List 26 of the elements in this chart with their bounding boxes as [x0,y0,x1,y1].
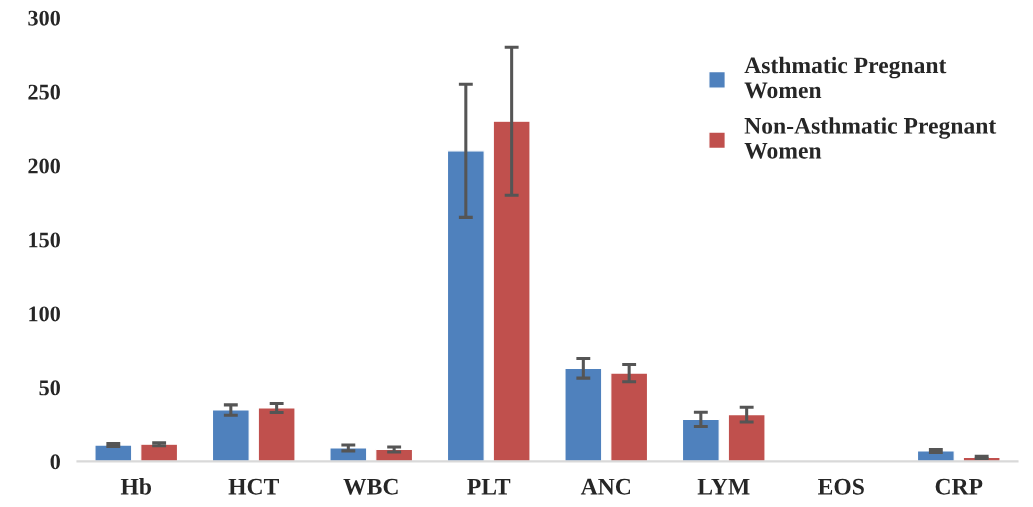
legend-label: Non-Asthmatic Pregnant Women [744,117,997,159]
x-tick-label: CRP [935,478,983,495]
x-tick-label: LYM [697,478,750,495]
legend-label: Asthmatic Pregnant Women [744,56,947,99]
y-tick-label: 100 [29,306,60,322]
y-tick-label: 200 [28,158,60,174]
x-tick-label: Hb [120,478,152,495]
y-tick-label: 250 [28,84,60,100]
x-tick-label: WBC [343,478,398,495]
bar [681,418,720,462]
bar [492,120,531,462]
x-tick-label: PLT [467,478,511,495]
bar [610,372,649,462]
y-tick-label: 50 [39,380,60,396]
x-tick-label: ANC [580,478,631,495]
x-tick-label: HCT [228,478,279,495]
bar [94,444,133,462]
bar [564,367,603,462]
x-tick-label: EOS [818,478,864,495]
y-tick-label: 150 [29,232,60,248]
bar [727,414,766,462]
y-tick-label: 300 [28,10,60,26]
bar [211,409,250,462]
bar [446,150,485,462]
y-tick-label: 0 [50,454,60,470]
bar [257,407,296,462]
